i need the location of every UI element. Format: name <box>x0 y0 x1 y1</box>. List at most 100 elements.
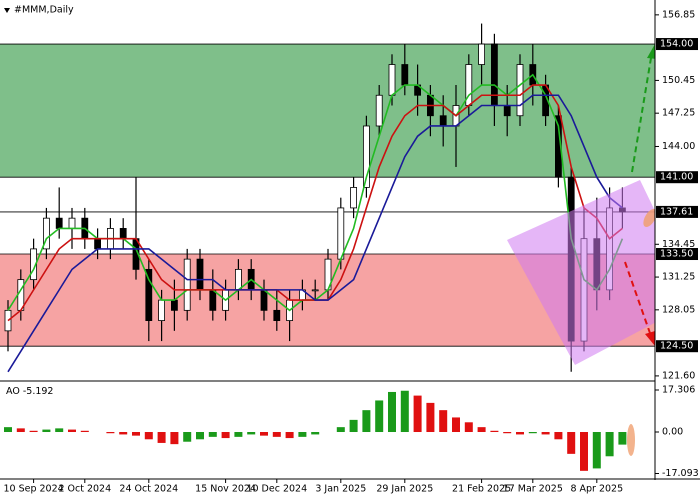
ao-bar <box>490 430 499 433</box>
candle-body <box>170 299 178 311</box>
candle-body <box>362 125 370 188</box>
ao-bar <box>388 391 396 433</box>
ao-highlight <box>627 424 635 456</box>
ao-bar <box>4 427 12 433</box>
y-tick-label: 134.45 <box>662 239 695 250</box>
up-arrow <box>631 51 653 173</box>
candle-body <box>209 289 217 311</box>
y-tick-label: 0.00 <box>662 427 683 438</box>
ao-name: AO <box>6 386 20 397</box>
ao-value: -5.192 <box>23 386 54 397</box>
ao-bar <box>170 432 179 445</box>
ao-bar <box>119 432 128 435</box>
candle-body <box>260 289 268 311</box>
candle-body <box>55 217 63 229</box>
ao-label: AO -5.192 <box>6 386 53 397</box>
ao-bar <box>16 428 25 433</box>
candle-body <box>196 258 204 291</box>
y-tick-label: 131.25 <box>662 272 695 283</box>
ao-bar <box>260 432 268 436</box>
highlight <box>643 208 657 228</box>
x-tick-label: 2 Oct 2024 <box>58 484 111 495</box>
x-tick-label: 3 Jan 2025 <box>315 484 366 495</box>
ao-bar <box>413 395 422 433</box>
ao-bar <box>426 402 435 433</box>
x-tick-label: 8 Apr 2025 <box>570 484 623 495</box>
ao-bar <box>516 432 524 435</box>
ao-bar <box>272 432 281 437</box>
x-tick-label: 21 Feb 2025 <box>452 484 511 495</box>
candle-body <box>401 64 409 86</box>
ao-bar <box>106 432 115 434</box>
x-tick-label: 10 Dec 2024 <box>246 484 307 495</box>
candle-body <box>30 248 38 281</box>
ao-bar <box>132 432 140 436</box>
ao-bar <box>375 400 384 433</box>
ao-bar <box>349 419 358 433</box>
candle-body <box>375 94 383 127</box>
ao-bar <box>528 432 537 434</box>
down-arrowhead <box>645 331 655 346</box>
y-tick-label: -17.093 <box>662 468 699 479</box>
level-box <box>656 248 698 261</box>
y-tick-label: 156.85 <box>662 9 695 20</box>
candle-body <box>516 64 524 117</box>
y-tick-label: 144.00 <box>662 141 695 152</box>
candle-body <box>388 64 396 96</box>
ao-bar <box>29 430 38 433</box>
ao-bar <box>311 432 320 435</box>
candle-body <box>183 258 191 311</box>
ao-bar <box>464 422 473 433</box>
level-label: 124.50 <box>660 341 693 352</box>
ao-bar <box>618 432 627 445</box>
ao-bar <box>336 427 345 433</box>
ao-bar <box>554 432 563 440</box>
ao-bar <box>503 432 512 434</box>
candle-body <box>158 299 166 321</box>
ao-bar <box>68 429 76 433</box>
ao-bar <box>439 410 448 433</box>
ao-bar <box>580 432 588 471</box>
ao-bar <box>452 417 460 433</box>
ao-bar <box>208 432 217 437</box>
y-tick-label: 150.45 <box>662 75 695 86</box>
candle-body <box>94 238 101 250</box>
x-tick-label: 15 Nov 2024 <box>195 484 256 495</box>
candle-body <box>439 115 447 127</box>
level-label: 137.61 <box>660 206 693 217</box>
ao-bar <box>196 432 204 440</box>
ao-bar <box>298 432 307 437</box>
chart-title: #MMM,Daily <box>14 5 74 16</box>
x-tick-label: 10 Sep 2024 <box>3 484 63 495</box>
ao-bar <box>362 410 371 433</box>
ao-bar <box>183 432 192 442</box>
candle-body <box>478 43 486 65</box>
level-label: 141.00 <box>660 172 693 183</box>
ao-bar <box>541 432 550 435</box>
ao-bar <box>247 432 256 435</box>
candle-body <box>311 289 319 292</box>
level-box <box>656 171 698 184</box>
level-label: 154.00 <box>660 39 693 50</box>
x-tick-label: 29 Jan 2025 <box>376 484 433 495</box>
down-arrow <box>624 261 652 337</box>
ao-bar <box>80 430 89 433</box>
ao-bar <box>55 428 64 433</box>
ao-bar <box>285 432 294 439</box>
candle-body <box>234 268 242 291</box>
y-tick-label: 121.60 <box>662 370 695 381</box>
level-box <box>656 205 698 218</box>
y-tick-label: 128.05 <box>662 304 695 315</box>
ao-bar <box>144 432 153 440</box>
ao-bar <box>477 427 486 433</box>
candle-body <box>68 217 76 229</box>
candle-body <box>43 217 50 250</box>
ao-bar <box>605 432 614 457</box>
candle-body <box>273 309 281 321</box>
level-box <box>656 38 698 51</box>
candle-body <box>503 105 511 117</box>
symbol-icon <box>4 8 10 13</box>
candle-body <box>490 43 498 106</box>
ao-bar <box>234 432 243 437</box>
